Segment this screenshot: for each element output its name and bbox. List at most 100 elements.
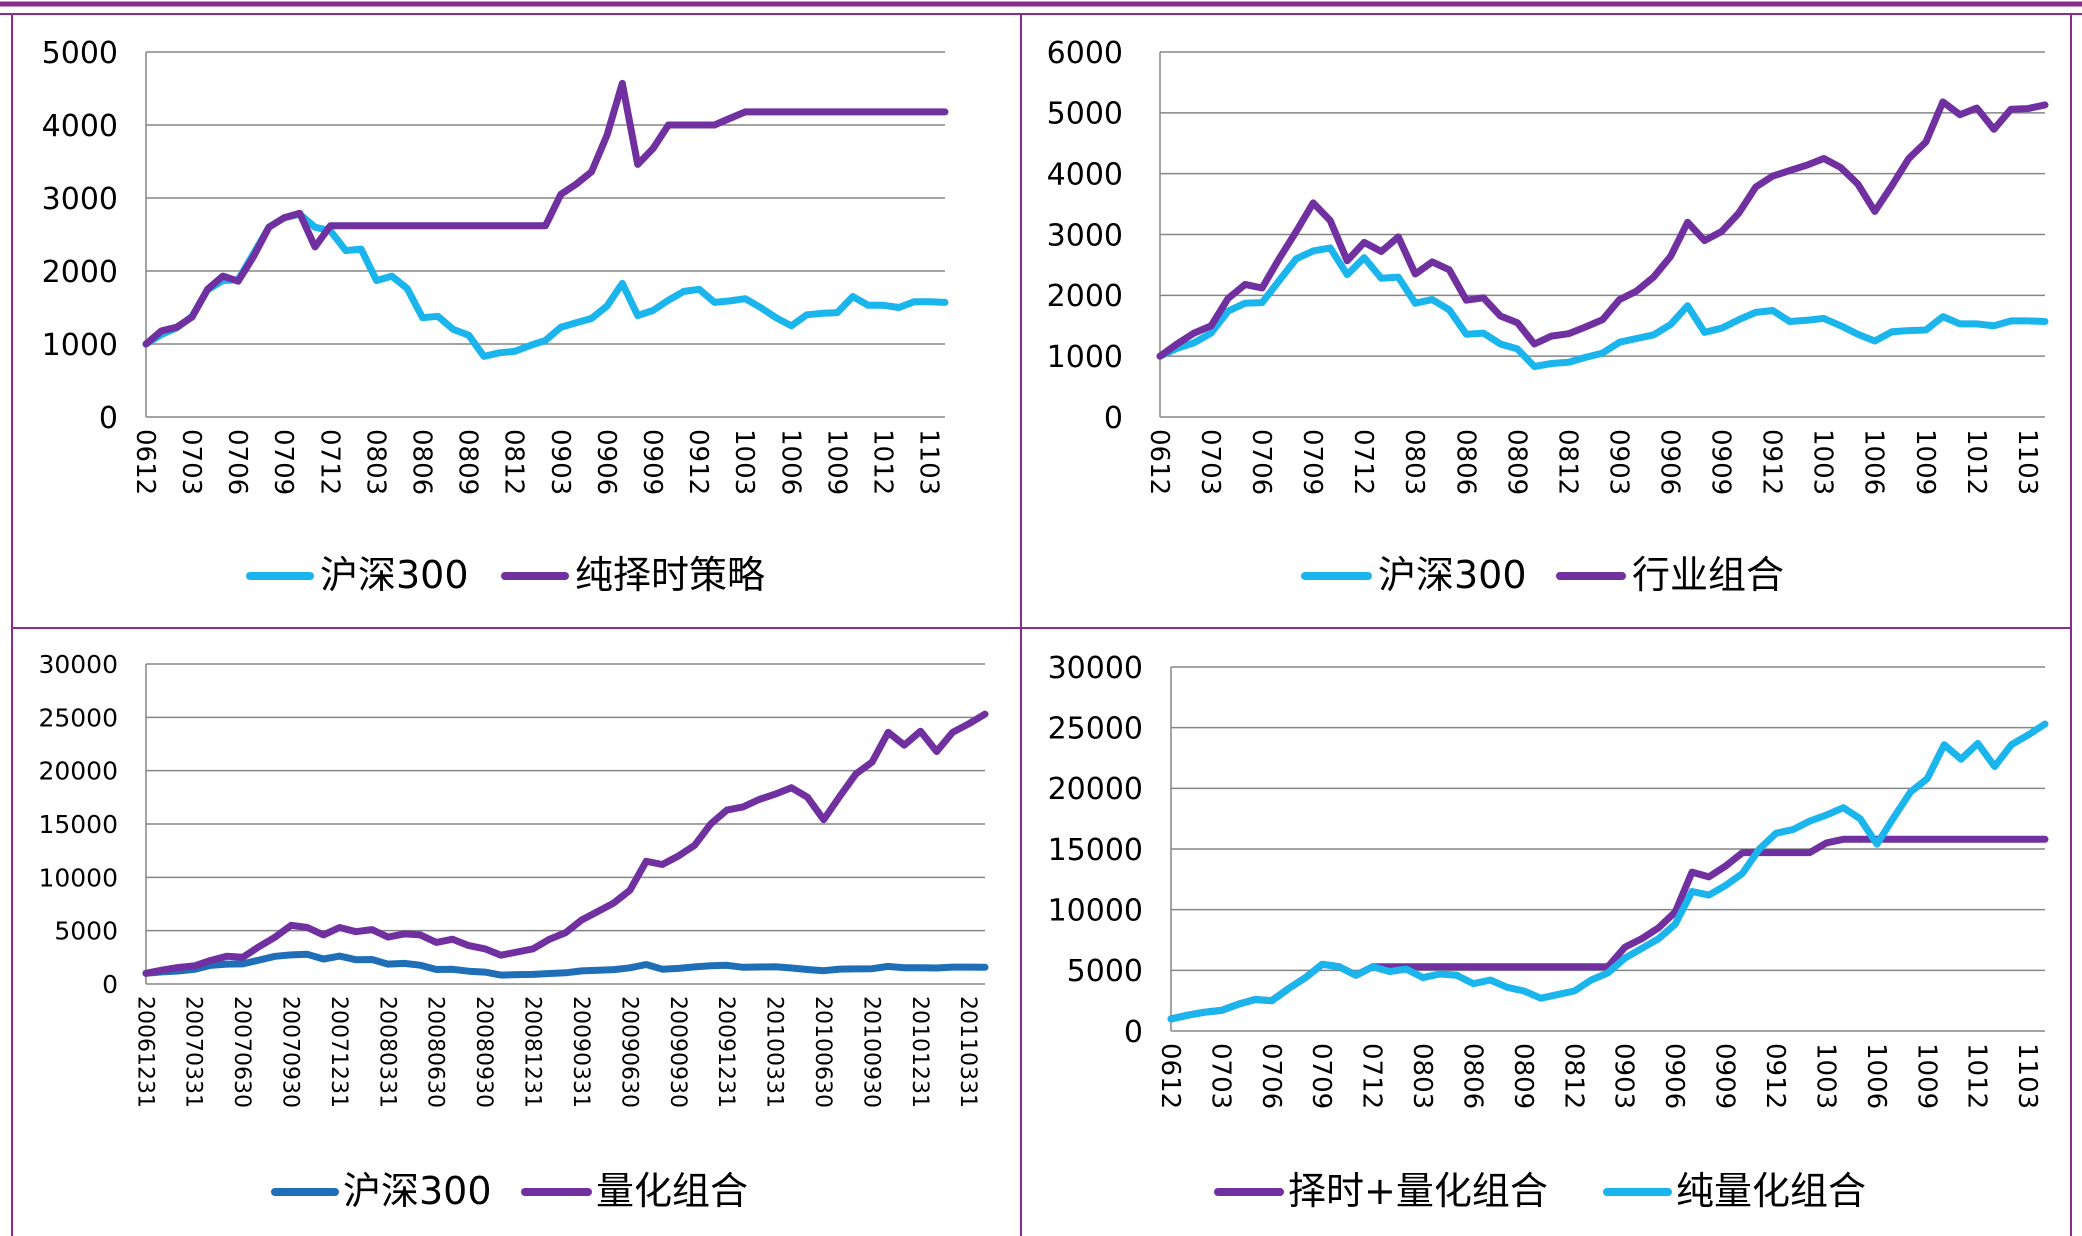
y-tick-label: 30000	[1048, 651, 1143, 686]
legend-label-2: 量化组合	[596, 1169, 748, 1213]
y-tick-label: 6000	[1047, 36, 1123, 71]
series-line-1	[1167, 835, 2049, 1023]
x-tick-label: 0709	[1306, 1043, 1336, 1109]
x-tick-label: 1006	[1859, 429, 1889, 495]
y-tick-label: 4000	[1047, 157, 1123, 192]
x-tick-label: 0803	[1399, 429, 1429, 495]
x-tick-label: 0912	[1760, 1043, 1790, 1109]
x-tick-label: 0706	[222, 429, 252, 495]
chart-panel-3: 30000 25000 20000 15000 10000 5000 0 20061231 20…	[38, 650, 989, 1213]
x-tick-label: 20081231	[520, 996, 545, 1108]
y-tick-label: 3000	[42, 182, 118, 217]
series-line-2	[142, 79, 949, 348]
x-tick-label: 0703	[1205, 1043, 1235, 1109]
y-tick-label: 10000	[38, 863, 118, 892]
x-tick-label: 0812	[1558, 1043, 1588, 1109]
x-tick-label: 0903	[545, 429, 575, 495]
x-tick-label: 0612	[1144, 429, 1174, 495]
x-tick-label: 20110331	[955, 996, 980, 1108]
y-tick-label: 5000	[1047, 97, 1123, 132]
legend-label-1: 沪深300	[1378, 553, 1527, 597]
x-tick-label: 0712	[314, 429, 344, 495]
x-tick-label: 20100930	[858, 996, 883, 1108]
x-tick-label: 1003	[1808, 429, 1838, 495]
x-tick-label: 1009	[1911, 1043, 1941, 1109]
x-tick-label: 20101231	[907, 996, 932, 1108]
x-tick-label: 0803	[360, 429, 390, 495]
y-tick-label: 2000	[42, 255, 118, 290]
x-tick-label: 20100331	[762, 996, 787, 1108]
y-tick-label: 5000	[42, 36, 118, 71]
legend-label-2: 纯择时策略	[575, 553, 765, 597]
x-tick-label: 1103	[2012, 429, 2042, 495]
x-tick-label: 20070331	[181, 996, 206, 1108]
y-tick-label: 2000	[1047, 279, 1123, 314]
legend-label-1: 沪深300	[320, 553, 469, 597]
y-tick-label: 25000	[1048, 711, 1143, 746]
y-tick-label: 15000	[38, 810, 118, 839]
y-tick-label: 20000	[1048, 772, 1143, 807]
x-tick-label: 0712	[1348, 429, 1378, 495]
x-tick-label: 20100630	[810, 996, 835, 1108]
series-line-2	[1167, 720, 2049, 1023]
x-tick-label: 0909	[1710, 1043, 1740, 1109]
y-tick-label: 0	[99, 401, 118, 436]
x-tick-label: 0709	[1297, 429, 1327, 495]
x-tick-label: 0812	[499, 429, 529, 495]
x-tick-label: 0612	[130, 429, 160, 495]
x-tick-label: 0809	[1501, 429, 1531, 495]
x-tick-label: 0806	[406, 429, 436, 495]
x-tick-label: 0706	[1246, 429, 1276, 495]
legend-label-2: 行业组合	[1632, 553, 1784, 597]
series-line-1	[142, 950, 989, 979]
x-tick-label: 20090331	[568, 996, 593, 1108]
chart-panel-1: 5000 4000 3000 2000 1000 0 0612 0703 0706 0709 071…	[42, 36, 949, 597]
series-line-1	[1156, 244, 2049, 370]
x-tick-label: 20071231	[326, 996, 351, 1108]
x-tick-label: 20090630	[616, 996, 641, 1108]
x-tick-label: 0812	[1552, 429, 1582, 495]
x-tick-label: 20090930	[665, 996, 690, 1108]
y-tick-label: 25000	[38, 703, 118, 732]
y-tick-label: 15000	[1048, 833, 1143, 868]
x-tick-label: 20080331	[374, 996, 399, 1108]
x-tick-label: 0712	[1357, 1043, 1387, 1109]
x-tick-label: 20091231	[713, 996, 738, 1108]
x-tick-label: 1003	[1810, 1043, 1840, 1109]
legend-label-1: 择时+量化组合	[1288, 1169, 1548, 1213]
legend-label-1: 沪深300	[343, 1169, 492, 1213]
x-tick-label: 0906	[591, 429, 621, 495]
x-tick-label: 0906	[1659, 1043, 1689, 1109]
x-tick-label: 1009	[1910, 429, 1940, 495]
x-tick-label: 1009	[821, 429, 851, 495]
x-tick-label: 1003	[729, 429, 759, 495]
x-tick-label: 0803	[1407, 1043, 1437, 1109]
x-tick-label: 20061231	[132, 996, 157, 1108]
x-tick-label: 0709	[268, 429, 298, 495]
x-tick-label: 0612	[1155, 1043, 1185, 1109]
x-tick-label: 0806	[1450, 429, 1480, 495]
x-tick-label: 0809	[1508, 1043, 1538, 1109]
legend-label-2: 纯量化组合	[1676, 1169, 1866, 1213]
y-tick-label: 30000	[38, 650, 118, 679]
x-tick-label: 0806	[1457, 1043, 1487, 1109]
x-tick-label: 1012	[1961, 429, 1991, 495]
chart-panel-2: 6000 5000 4000 3000 2000 1000 0 0612 0703 0706 070…	[1047, 36, 2049, 597]
x-tick-label: 0906	[1654, 429, 1684, 495]
y-tick-label: 5000	[1067, 954, 1143, 989]
series-line-2	[142, 710, 989, 977]
x-tick-label: 0903	[1603, 429, 1633, 495]
x-tick-label: 0903	[1609, 1043, 1639, 1109]
chart-panel-4: 30000 25000 20000 15000 10000 5000 0 0612 0703 07…	[1048, 651, 2049, 1213]
y-tick-label: 0	[1124, 1015, 1143, 1050]
y-tick-label: 0	[102, 970, 118, 999]
y-tick-label: 1000	[42, 328, 118, 363]
series-line-2	[1156, 98, 2049, 360]
y-tick-label: 10000	[1048, 893, 1143, 928]
x-tick-label: 1103	[2012, 1043, 2042, 1109]
x-tick-label: 20070630	[229, 996, 254, 1108]
x-tick-label: 0912	[1757, 429, 1787, 495]
